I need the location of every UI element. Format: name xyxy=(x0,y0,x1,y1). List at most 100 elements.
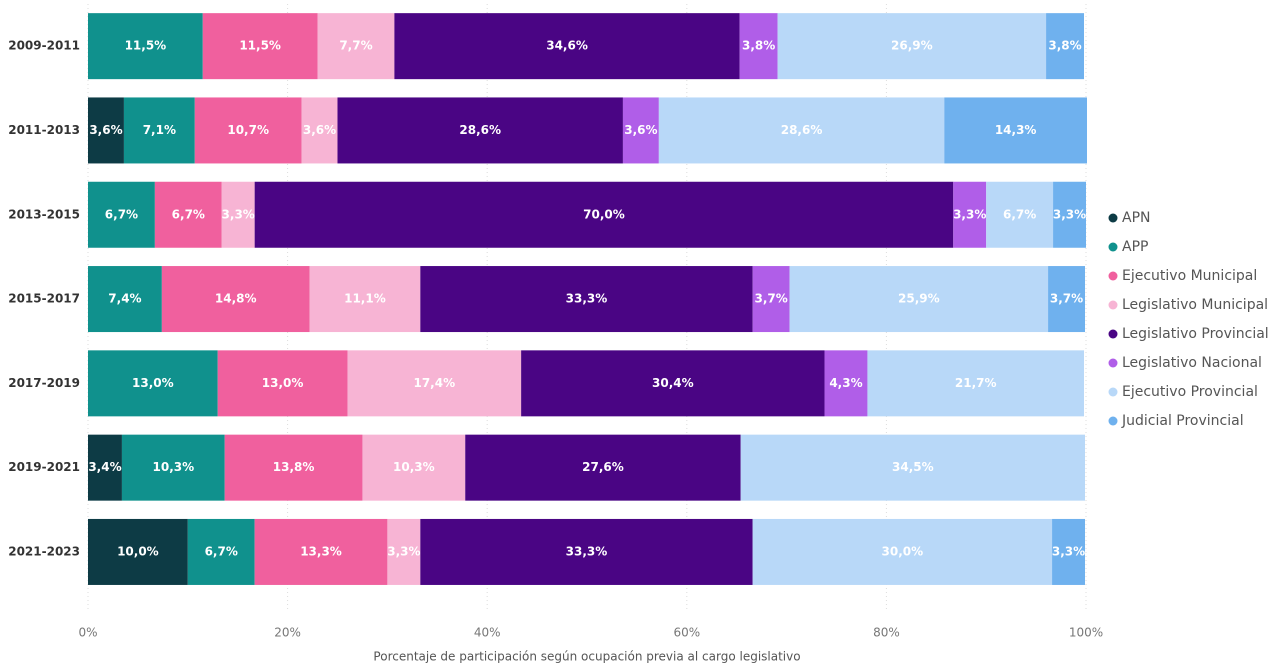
legend-label: Legislativo Municipal xyxy=(1122,297,1268,313)
legend-marker xyxy=(1108,329,1118,339)
data-label: 7,7% xyxy=(339,39,372,53)
data-label: 30,4% xyxy=(652,376,694,390)
bar-segment xyxy=(465,434,741,501)
data-label: 7,1% xyxy=(143,123,176,137)
data-label: 13,0% xyxy=(262,376,304,390)
x-tick-label: 100% xyxy=(1069,626,1103,640)
bar-segment xyxy=(88,350,218,417)
bar-segment xyxy=(317,13,395,80)
bar-segment xyxy=(224,434,363,501)
bar-segment xyxy=(121,434,225,501)
data-label: 6,7% xyxy=(172,207,205,221)
data-label: 3,3% xyxy=(1053,207,1086,221)
data-label: 11,5% xyxy=(125,39,167,53)
data-label: 28,6% xyxy=(781,123,823,137)
bar-segment xyxy=(362,434,466,501)
y-tick-label: 2009-2011 xyxy=(8,39,80,53)
data-label: 3,3% xyxy=(387,544,420,558)
legend-label: Judicial Provincial xyxy=(1121,413,1244,429)
data-label: 11,1% xyxy=(344,292,386,306)
bar-segment xyxy=(194,97,302,164)
data-label: 3,6% xyxy=(89,123,122,137)
bar-segment xyxy=(88,97,124,164)
x-axis-label: Porcentaje de participación según ocupac… xyxy=(373,650,800,664)
data-label: 3,3% xyxy=(222,207,255,221)
data-label: 3,4% xyxy=(88,460,121,474)
bar-segment xyxy=(161,266,310,333)
legend-label: Ejecutivo Provincial xyxy=(1122,384,1258,400)
bar-segment xyxy=(986,181,1054,248)
bar-segment xyxy=(1048,266,1086,333)
y-tick-label: 2019-2021 xyxy=(8,460,80,474)
data-label: 13,3% xyxy=(300,544,342,558)
bar-segment xyxy=(88,13,203,80)
bar-segment xyxy=(1053,181,1086,248)
legend-marker xyxy=(1108,358,1118,368)
data-label: 6,7% xyxy=(205,544,238,558)
bar-segment xyxy=(752,266,790,333)
data-label: 13,0% xyxy=(132,376,174,390)
data-label: 10,7% xyxy=(227,123,269,137)
data-label: 10,3% xyxy=(153,460,195,474)
bar-segment xyxy=(254,518,388,585)
legend-marker xyxy=(1108,213,1118,223)
bar-segment xyxy=(88,518,188,585)
x-tick-label: 60% xyxy=(673,626,700,640)
bar-segment xyxy=(88,266,162,333)
data-label: 14,3% xyxy=(995,123,1037,137)
x-tick-label: 40% xyxy=(474,626,501,640)
data-label: 17,4% xyxy=(413,376,455,390)
data-label: 11,5% xyxy=(239,39,281,53)
bar-segment xyxy=(953,181,987,248)
bar-segment xyxy=(739,13,778,80)
bar-segment xyxy=(187,518,255,585)
data-label: 3,7% xyxy=(1050,292,1083,306)
legend-marker xyxy=(1108,271,1118,281)
bar-segment xyxy=(387,518,421,585)
bar-segment xyxy=(88,181,155,248)
data-label: 26,9% xyxy=(891,39,933,53)
data-label: 34,6% xyxy=(546,39,588,53)
bar-segment xyxy=(1052,518,1086,585)
data-label: 3,3% xyxy=(953,207,986,221)
bar-segment xyxy=(867,350,1085,417)
x-tick-label: 80% xyxy=(873,626,900,640)
legend-marker xyxy=(1108,387,1118,397)
bar-segment xyxy=(777,13,1047,80)
bar-segment xyxy=(824,350,868,417)
bar-segment xyxy=(221,181,255,248)
bar-segment xyxy=(658,97,945,164)
data-label: 4,3% xyxy=(829,376,862,390)
y-tick-label: 2015-2017 xyxy=(8,292,80,306)
bar-segment xyxy=(88,434,122,501)
y-tick-label: 2011-2013 xyxy=(8,123,80,137)
data-label: 3,7% xyxy=(754,292,787,306)
data-label: 3,8% xyxy=(1048,39,1081,53)
bar-segment xyxy=(622,97,659,164)
bar-segment xyxy=(944,97,1087,164)
legend-label: Legislativo Nacional xyxy=(1122,355,1262,371)
data-label: 3,6% xyxy=(303,123,336,137)
bar-segment xyxy=(301,97,338,164)
bar-segment xyxy=(1046,13,1085,80)
bar-segment xyxy=(337,97,623,164)
bar-segment xyxy=(521,350,825,417)
bar-segment xyxy=(394,13,740,80)
bar-segment xyxy=(347,350,522,417)
data-label: 70,0% xyxy=(583,207,625,221)
legend-label: APP xyxy=(1122,239,1148,255)
data-label: 13,8% xyxy=(273,460,315,474)
data-label: 10,3% xyxy=(393,460,435,474)
y-tick-label: 2021-2023 xyxy=(8,544,80,558)
data-label: 10,0% xyxy=(117,544,159,558)
x-tick-label: 0% xyxy=(78,626,97,640)
x-tick-label: 20% xyxy=(274,626,301,640)
data-label: 7,4% xyxy=(108,292,141,306)
data-label: 6,7% xyxy=(105,207,138,221)
legend-label: Legislativo Provincial xyxy=(1122,326,1269,342)
data-label: 28,6% xyxy=(459,123,501,137)
data-label: 33,3% xyxy=(566,544,608,558)
legend-marker xyxy=(1108,242,1118,252)
legend-marker xyxy=(1108,416,1118,426)
